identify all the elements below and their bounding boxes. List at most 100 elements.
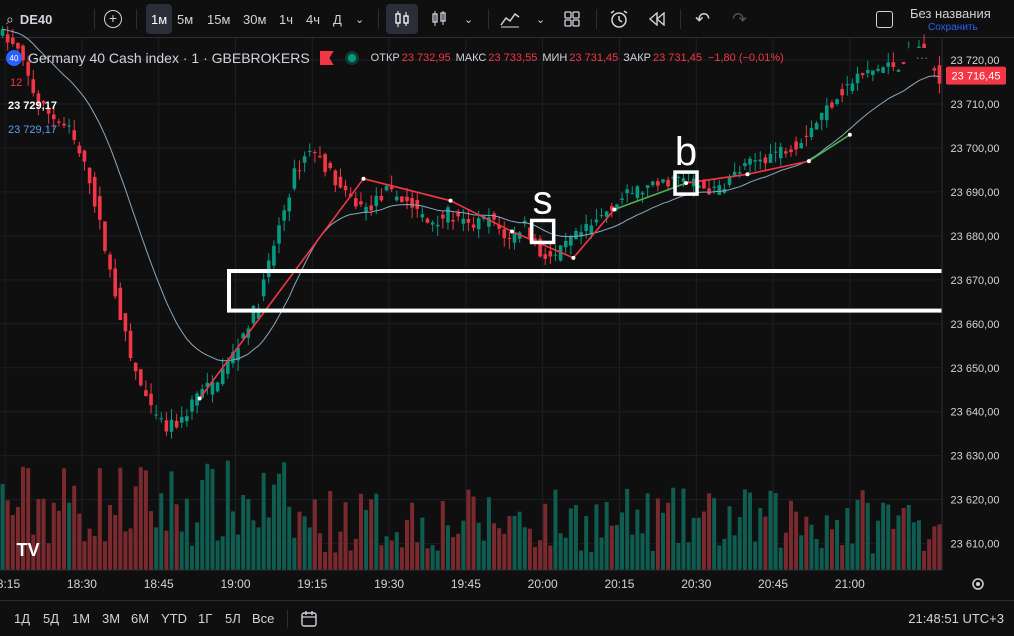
range-3m[interactable]: 3М: [102, 611, 121, 626]
range-5y[interactable]: 5Л: [225, 611, 241, 626]
volume-bar: [10, 515, 15, 570]
layout-settings-button[interactable]: ···: [907, 48, 937, 66]
candle-body: [650, 181, 655, 186]
compare-add-button[interactable]: +: [104, 0, 122, 38]
volume-bar: [891, 528, 896, 570]
range-1y[interactable]: 1Г: [198, 611, 213, 626]
volume-bar: [881, 502, 886, 570]
range-5d[interactable]: 5Д: [43, 611, 60, 626]
grid-icon: [564, 11, 580, 27]
candle-body: [374, 195, 379, 207]
layout-grid-button[interactable]: [563, 0, 581, 38]
search-icon: ⌕: [6, 10, 14, 27]
instrument-name[interactable]: Germany 40 Cash index · 1 · GBEBROKERS: [28, 50, 310, 66]
volume-bar: [435, 550, 440, 570]
flag-icon[interactable]: [319, 51, 334, 65]
candle-body: [394, 196, 399, 201]
bar-style-button[interactable]: [430, 0, 448, 38]
candle-body: [220, 368, 225, 385]
range-6m[interactable]: 6М: [131, 611, 150, 626]
volume-bar: [666, 502, 671, 570]
candle-body: [466, 218, 471, 223]
candle-body: [67, 125, 71, 127]
volume-bar: [77, 513, 82, 570]
candle-body: [82, 150, 87, 162]
candle-body: [379, 195, 384, 201]
sell-marker-box: [529, 218, 556, 245]
volume-bar: [599, 537, 604, 570]
candle-body: [128, 330, 133, 359]
volume-bar: [481, 540, 486, 570]
indicators-button[interactable]: [500, 0, 520, 38]
interval-1m[interactable]: 1м: [146, 4, 173, 34]
candle-body: [799, 143, 804, 149]
volume-bar: [456, 533, 461, 570]
indicator-label[interactable]: 12: [10, 77, 23, 89]
volume-bar: [26, 468, 31, 570]
volume-bar: [548, 545, 553, 570]
volume-bar: [410, 502, 415, 570]
symbol-search[interactable]: ⌕ DE40: [6, 0, 52, 38]
volume-bar: [906, 504, 911, 570]
zigzag-segment: [199, 178, 365, 400]
candle-body: [302, 156, 307, 163]
axis-settings-icon[interactable]: [972, 578, 984, 590]
calendar-goto-icon[interactable]: [300, 610, 318, 628]
volume-bar: [855, 499, 860, 570]
symbol-label: DE40: [19, 11, 53, 27]
volume-bar: [374, 493, 379, 570]
interval-5m[interactable]: 5м: [177, 11, 194, 27]
volume-bar: [241, 495, 246, 570]
volume-bar: [778, 547, 783, 570]
candle-body: [210, 381, 215, 395]
undo-icon[interactable]: ↶: [695, 8, 711, 29]
layout-menu-button[interactable]: [876, 0, 893, 38]
interval-15m[interactable]: 15м: [207, 11, 231, 27]
layout-name[interactable]: Без названия: [910, 6, 991, 21]
volume-bar: [189, 545, 194, 570]
volume-bar: [251, 520, 256, 570]
volume-bar: [230, 511, 235, 570]
price-readout: 23 729,17: [8, 100, 57, 112]
candle-body: [932, 68, 937, 71]
alert-button[interactable]: [608, 0, 630, 38]
candle-body: [625, 189, 629, 194]
candle-body: [195, 393, 199, 406]
intervals-chevron-down-icon[interactable]: ⌄: [355, 13, 365, 26]
interval-1h[interactable]: 1ч: [279, 11, 294, 27]
volume-bar: [430, 545, 435, 570]
volume-bar: [179, 531, 184, 570]
candles-style-button[interactable]: [386, 4, 418, 34]
candle-body: [384, 185, 389, 191]
divider: [94, 9, 95, 29]
interval-day[interactable]: Д: [333, 11, 342, 27]
volume-bar: [266, 517, 271, 570]
price-tick-label: 23 690,00: [951, 187, 1000, 199]
volume-bar: [399, 547, 404, 570]
price-chart[interactable]: s b 23 720,00 23 710,00 23 700,00 23 690,00…: [0, 0, 1014, 600]
zigzag-point: [684, 181, 689, 186]
candle-body: [656, 181, 660, 186]
candle-body: [845, 84, 850, 86]
save-button[interactable]: Сохранить: [928, 22, 978, 33]
range-1d[interactable]: 1Д: [14, 611, 31, 626]
price-tick-label: 23 700,00: [951, 143, 1000, 155]
range-ytd[interactable]: YTD: [161, 611, 187, 626]
price-tick-label: 23 650,00: [951, 363, 1000, 375]
zigzag-segment: [808, 134, 851, 162]
candle-body: [814, 122, 819, 130]
range-1m[interactable]: 1М: [72, 611, 91, 626]
range-all[interactable]: Все: [252, 611, 275, 626]
interval-4h[interactable]: 4ч: [306, 11, 321, 27]
interval-30m[interactable]: 30м: [243, 11, 267, 27]
indicators-chevron-down-icon[interactable]: ⌄: [536, 13, 546, 26]
volume-bar: [584, 516, 589, 570]
volume-bar: [579, 550, 584, 570]
replay-button[interactable]: [648, 0, 666, 38]
candle-body: [768, 153, 773, 163]
clock-timezone[interactable]: 21:48:51 UTC+3: [908, 611, 1004, 626]
volume-bar: [261, 472, 266, 570]
redo-icon[interactable]: ↷: [732, 8, 748, 29]
candle-body: [169, 419, 174, 432]
chart-type-chevron-down-icon[interactable]: ⌄: [464, 13, 474, 26]
